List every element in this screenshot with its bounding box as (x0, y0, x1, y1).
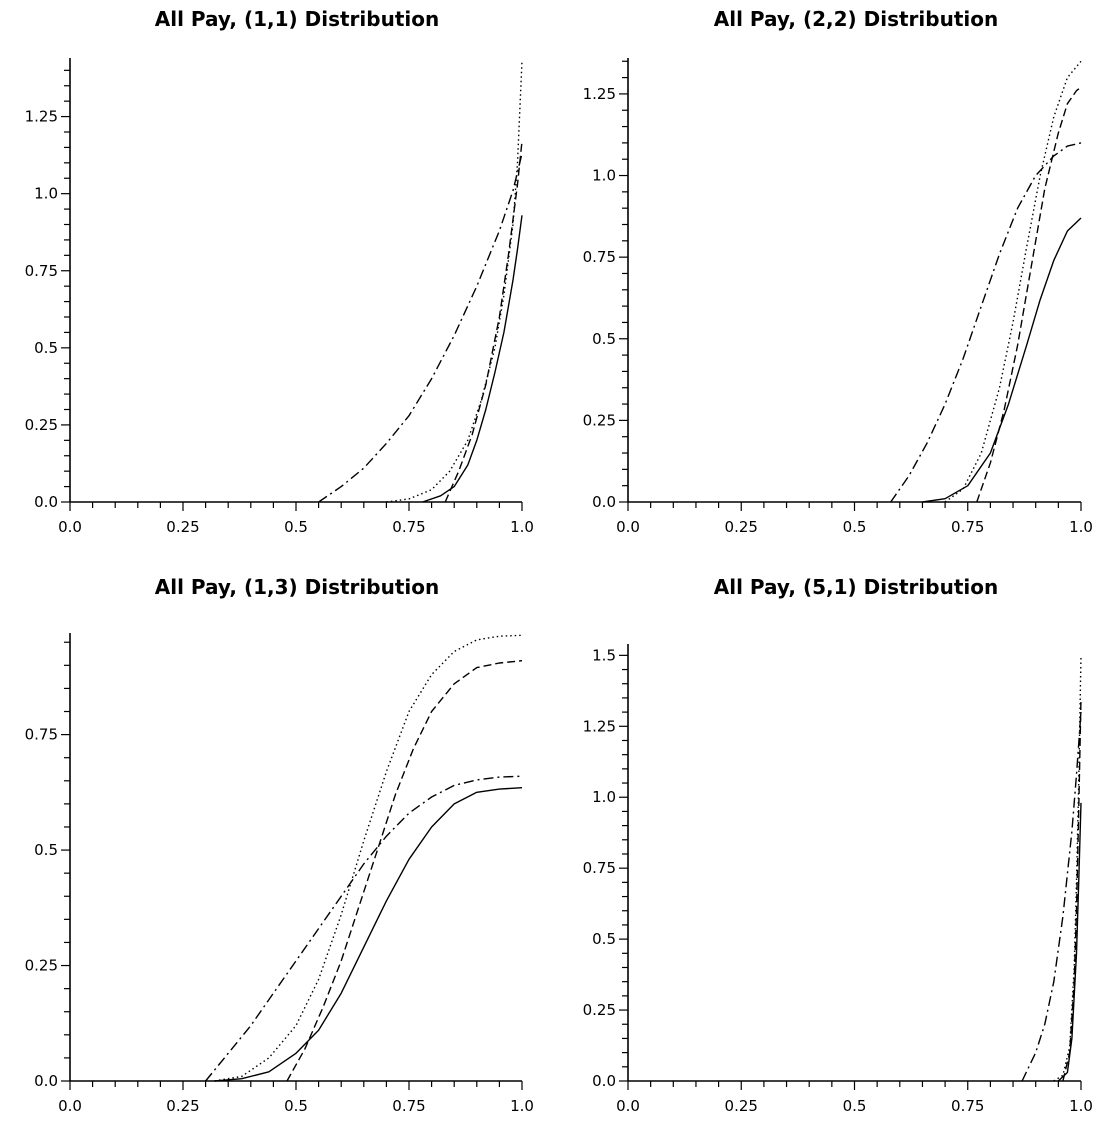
x-tick-label: 0.25 (166, 518, 199, 536)
series-line-dashdot (890, 142, 1082, 503)
x-tick-label: 0.75 (951, 518, 984, 536)
panel-1-3-distribution: All Pay, (1,3) Distribution 0.0 0.25 0.5 0.… (25, 575, 534, 1115)
y-tick-label: 0.0 (592, 1072, 616, 1090)
panel-title: All Pay, (1,3) Distribution (155, 575, 439, 599)
series-line-dashdot (318, 153, 523, 503)
x-tick-label: 0.75 (392, 518, 425, 536)
y-tick-label: 0.75 (25, 262, 58, 280)
y-tick-label: 0.75 (583, 859, 616, 877)
series-line-solid (1057, 802, 1082, 1082)
series-line-dashed (976, 86, 1082, 503)
x-tick-label: 0.0 (616, 518, 640, 536)
panel-1-1-distribution: All Pay, (1,1) Distribution 0.0 0.25 0.5 0.… (25, 7, 534, 536)
series-line-dotted (1053, 655, 1082, 1082)
series-line-solid (214, 787, 523, 1082)
y-tick-label: 0.0 (592, 493, 616, 511)
y-tick-label: 0.75 (25, 726, 58, 744)
series-line-dashdot (205, 775, 523, 1082)
y-tick-label: 1.25 (25, 108, 58, 126)
y-tick-label: 0.5 (34, 339, 58, 357)
panel-title: All Pay, (5,1) Distribution (714, 575, 998, 599)
series-line-dashed (444, 141, 523, 503)
y-tick-label: 0.25 (583, 411, 616, 429)
series-line-dashed (286, 660, 523, 1082)
x-tick-label: 0.75 (951, 1097, 984, 1115)
y-tick-label: 0.25 (25, 416, 58, 434)
y-tick-label: 0.75 (583, 248, 616, 266)
x-tick-label: 1.0 (510, 518, 534, 536)
x-tick-label: 1.0 (510, 1097, 534, 1115)
series-line-dotted (386, 61, 523, 503)
panel-title: All Pay, (2,2) Distribution (714, 7, 998, 31)
y-tick-label: 0.5 (592, 930, 616, 948)
x-tick-label: 0.5 (284, 518, 308, 536)
panel-title: All Pay, (1,1) Distribution (155, 7, 439, 31)
x-tick-label: 1.0 (1069, 518, 1093, 536)
y-tick-label: 1.5 (592, 646, 616, 664)
panel-2-2-distribution: All Pay, (2,2) Distribution 0.0 0.25 0.5 0.… (583, 7, 1093, 536)
x-tick-label: 0.0 (58, 1097, 82, 1115)
y-tick-label: 0.5 (34, 841, 58, 859)
x-tick-label: 0.5 (284, 1097, 308, 1115)
series-line-solid (922, 217, 1082, 503)
x-tick-label: 0.0 (58, 518, 82, 536)
y-tick-label: 0.0 (34, 1072, 58, 1090)
y-tick-label: 0.0 (34, 493, 58, 511)
x-tick-label: 0.0 (616, 1097, 640, 1115)
x-tick-label: 0.5 (843, 1097, 867, 1115)
y-tick-label: 1.0 (34, 185, 58, 203)
x-tick-label: 0.75 (392, 1097, 425, 1115)
y-tick-label: 1.25 (583, 717, 616, 735)
x-tick-label: 1.0 (1069, 1097, 1093, 1115)
y-tick-label: 0.25 (583, 1001, 616, 1019)
y-tick-label: 1.25 (583, 85, 616, 103)
y-tick-label: 0.5 (592, 330, 616, 348)
series-line-dashdot (1021, 712, 1082, 1082)
series-line-dotted (944, 60, 1082, 503)
series-line-solid (422, 215, 523, 503)
y-tick-label: 0.25 (25, 957, 58, 975)
x-tick-label: 0.25 (725, 1097, 758, 1115)
y-tick-label: 1.0 (592, 167, 616, 185)
x-tick-label: 0.25 (166, 1097, 199, 1115)
x-tick-label: 0.25 (725, 518, 758, 536)
x-tick-label: 0.5 (843, 518, 867, 536)
panel-5-1-distribution: All Pay, (5,1) Distribution 0.0 0.25 0.5 0.… (583, 575, 1093, 1115)
series-line-dotted (214, 634, 523, 1082)
y-tick-label: 1.0 (592, 788, 616, 806)
